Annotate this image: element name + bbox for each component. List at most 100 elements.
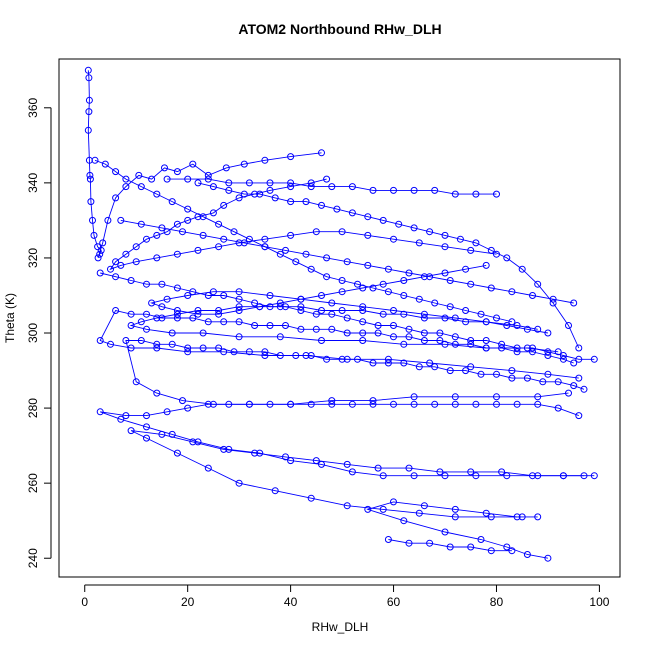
data-point bbox=[256, 190, 264, 198]
data-point bbox=[266, 179, 274, 187]
data-point bbox=[323, 355, 331, 363]
y-axis: 240 260 280 300 320 340 360 bbox=[26, 97, 52, 568]
data-point bbox=[565, 389, 572, 397]
data-point bbox=[508, 288, 516, 296]
data-point bbox=[173, 284, 181, 292]
data-point bbox=[446, 277, 454, 284]
data-point bbox=[498, 340, 506, 348]
data-point bbox=[441, 231, 449, 239]
series-line bbox=[130, 430, 595, 518]
data-point bbox=[194, 246, 202, 254]
data-point bbox=[199, 213, 207, 221]
data-point bbox=[235, 194, 243, 202]
x-tick-label: 60 bbox=[387, 595, 401, 609]
data-point bbox=[451, 393, 459, 401]
data-point bbox=[431, 186, 439, 194]
data-point bbox=[266, 400, 274, 408]
data-point bbox=[410, 224, 418, 232]
data-point bbox=[431, 400, 439, 408]
data-point bbox=[312, 325, 320, 333]
data-point bbox=[539, 378, 547, 386]
data-point bbox=[338, 355, 346, 363]
data-point bbox=[426, 539, 434, 547]
data-point bbox=[493, 370, 500, 378]
data-point bbox=[225, 400, 233, 408]
data-point bbox=[307, 352, 315, 359]
y-tick-label: 300 bbox=[26, 323, 40, 343]
data-point bbox=[518, 513, 526, 521]
data-point bbox=[271, 194, 279, 202]
data-point bbox=[158, 430, 166, 438]
series-4 bbox=[127, 303, 562, 356]
data-point bbox=[384, 288, 392, 296]
data-point bbox=[534, 280, 542, 288]
data-point bbox=[261, 156, 269, 164]
data-point bbox=[359, 303, 367, 311]
data-point bbox=[189, 288, 197, 296]
data-point bbox=[384, 359, 392, 367]
data-point bbox=[364, 231, 372, 239]
data-point bbox=[513, 322, 521, 329]
data-point bbox=[135, 171, 143, 179]
data-point bbox=[467, 543, 475, 551]
data-point bbox=[467, 340, 475, 348]
series-1 bbox=[84, 66, 325, 262]
data-point bbox=[364, 505, 372, 513]
data-point bbox=[462, 367, 470, 375]
data-point bbox=[328, 299, 336, 307]
data-point bbox=[112, 258, 120, 266]
data-point bbox=[132, 243, 140, 251]
data-point bbox=[328, 325, 336, 333]
data-point bbox=[204, 175, 212, 183]
data-point bbox=[338, 277, 346, 284]
data-point bbox=[307, 179, 315, 187]
data-point bbox=[287, 153, 295, 161]
data-point bbox=[127, 344, 135, 352]
data-point bbox=[94, 243, 102, 251]
data-point bbox=[544, 554, 552, 562]
data-point bbox=[534, 400, 542, 408]
data-point bbox=[493, 400, 500, 408]
data-point bbox=[544, 352, 552, 359]
data-point bbox=[565, 322, 572, 329]
data-point bbox=[312, 228, 320, 236]
data-point bbox=[148, 175, 156, 183]
data-point bbox=[503, 472, 511, 480]
data-point bbox=[318, 201, 325, 209]
data-point bbox=[312, 457, 320, 465]
data-point bbox=[245, 348, 253, 356]
data-point bbox=[390, 186, 397, 194]
series-14 bbox=[96, 269, 598, 363]
data-point bbox=[89, 216, 96, 224]
data-point bbox=[132, 258, 140, 266]
data-point bbox=[225, 179, 233, 187]
data-point bbox=[163, 175, 171, 183]
data-point bbox=[343, 502, 351, 510]
y-tick-label: 360 bbox=[26, 97, 40, 117]
data-point bbox=[266, 322, 274, 329]
data-point bbox=[451, 314, 459, 322]
series-line bbox=[100, 272, 595, 360]
data-point bbox=[235, 479, 243, 487]
data-point bbox=[323, 175, 331, 183]
data-point bbox=[503, 543, 511, 551]
data-point bbox=[420, 310, 428, 318]
data-point bbox=[297, 295, 305, 303]
data-point bbox=[580, 385, 588, 393]
data-point bbox=[544, 329, 552, 337]
data-point bbox=[436, 337, 444, 344]
data-point bbox=[384, 536, 392, 543]
data-point bbox=[235, 333, 243, 341]
data-point bbox=[523, 374, 531, 382]
data-point bbox=[85, 74, 93, 82]
data-point bbox=[282, 303, 289, 311]
data-point bbox=[338, 307, 346, 314]
data-point bbox=[451, 333, 459, 341]
data-point bbox=[390, 322, 397, 329]
data-point bbox=[282, 453, 289, 461]
data-point bbox=[101, 160, 109, 168]
data-point bbox=[390, 333, 397, 341]
data-point bbox=[508, 374, 516, 382]
data-point bbox=[189, 160, 197, 168]
